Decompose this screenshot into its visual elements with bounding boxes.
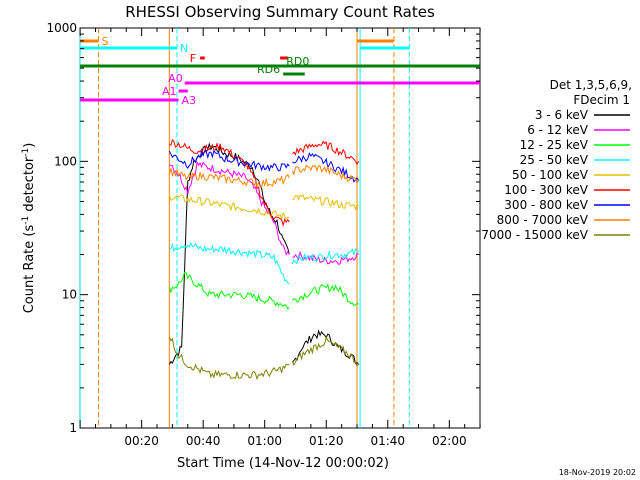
flag-label: A0 [168,72,183,85]
legend-label: 7000 - 15000 keV [481,228,588,242]
legend-title-line-2: FDecim 1 [573,93,630,107]
series-line [169,139,290,227]
legend-label: 6 - 12 keV [527,123,589,137]
flag-label: RD6 [257,63,280,76]
flag-label: N [180,42,188,55]
legend-label: 300 - 800 keV [504,198,588,212]
flag-label: RD0 [286,55,309,68]
legend-label: 12 - 25 keV [520,138,589,152]
legend-label: 3 - 6 keV [535,108,589,122]
series-line [292,329,359,365]
series-line [291,335,359,368]
series-line [292,283,359,307]
y-tick-label: 100 [54,154,77,168]
series-line [292,152,360,183]
legend-label: 100 - 300 keV [504,183,588,197]
chart-title: RHESSI Observing Summary Count Rates [125,3,435,21]
y-tick-label: 1 [69,421,77,435]
y-tick-label: 1000 [46,21,77,35]
x-tick-label: 02:00 [432,434,467,448]
series-line [292,140,360,166]
series-line [291,164,360,185]
legend-title-line-1: Det 1,3,5,6,9, [550,78,632,92]
flag-label: F [190,52,196,65]
flag-label: A3 [182,94,197,107]
timestamp: 18-Nov-2019 20:02 [559,468,636,477]
series-line [168,167,290,188]
y-axis-ticks: 1 10 100 1000 [46,21,480,435]
flag-label: A1 [162,85,177,98]
x-tick-label: 01:40 [370,434,405,448]
series-line [292,194,359,211]
series-line [168,271,290,310]
flag-label: S [102,35,109,48]
series-lines [168,139,360,381]
series-line [169,241,290,285]
x-axis-ticks: 00:20 00:40 01:00 01:20 01:40 02:00 [79,28,481,448]
series-line [169,160,290,256]
x-tick-label: 01:20 [309,434,344,448]
legend-label: 50 - 100 keV [512,168,589,182]
vertical-marker-lines [79,28,410,428]
legend-label: 25 - 50 keV [520,153,589,167]
y-axis-label: Count Rate (s-1 detector-1) [21,143,37,314]
series-line [291,248,359,265]
y-tick-label: 10 [62,288,77,302]
legend-label: 800 - 7000 keV [497,213,589,227]
x-tick-label: 01:00 [247,434,282,448]
series-line [168,149,290,172]
x-axis-label: Start Time (14-Nov-12 00:00:02) [177,456,389,471]
x-tick-label: 00:20 [124,434,159,448]
series-line [168,336,290,381]
x-tick-label: 00:40 [186,434,221,448]
